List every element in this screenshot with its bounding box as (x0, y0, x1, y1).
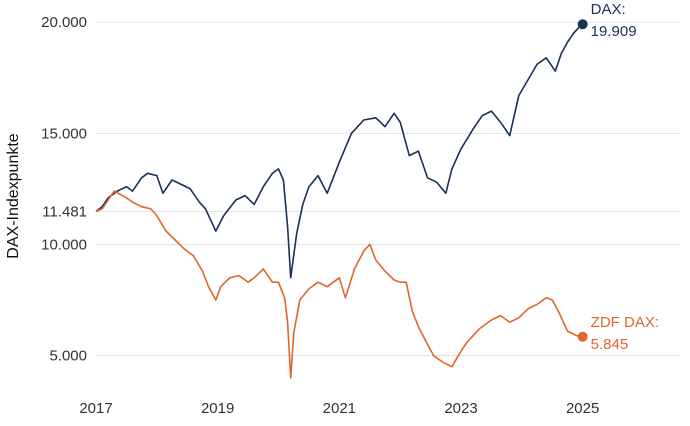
end-annotations: DAX: 19.909 ZDF DAX: 5.845 (591, 1, 659, 353)
y-tick-label: 10.000 (41, 236, 87, 253)
series-lines (95, 19, 588, 379)
zdf-dax-end-value: 5.845 (591, 336, 629, 353)
zdf-dax-line (95, 190, 583, 379)
y-tick-label: 11.481 (42, 204, 87, 221)
x-axis-tick-labels: 2017 2019 2021 2023 2025 (79, 400, 599, 417)
y-axis-tick-labels: 20.000 15.000 11.481 10.000 5.000 (41, 14, 87, 364)
x-tick-label: 2021 (323, 400, 356, 417)
x-tick-label: 2025 (566, 400, 599, 417)
dax-end-label: DAX: (591, 1, 626, 18)
dax-line (95, 23, 584, 279)
y-tick-label: 5.000 (49, 348, 87, 365)
y-tick-label: 15.000 (41, 125, 87, 142)
x-tick-label: 2017 (79, 400, 112, 417)
y-tick-label: 20.000 (41, 14, 87, 31)
x-tick-label: 2019 (201, 400, 234, 417)
x-tick-label: 2023 (444, 400, 477, 417)
zdf-dax-end-label: ZDF DAX: (591, 314, 659, 331)
zdf-dax-end-point (577, 331, 588, 342)
y-axis-label: DAX-Indexpunkte (5, 133, 22, 259)
dax-end-point (577, 19, 588, 30)
gridlines (96, 21, 680, 357)
dax-end-value: 19.909 (591, 23, 637, 40)
